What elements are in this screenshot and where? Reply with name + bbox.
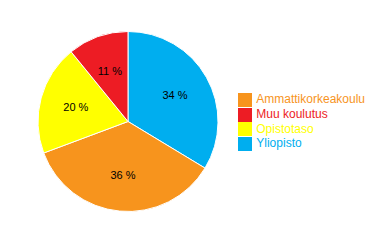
svg-text:36 %: 36 % xyxy=(110,169,135,181)
html-text:Ammattikorkeakoulu: Ammattikorkeakoulu xyxy=(256,91,365,106)
svg-text:11 %: 11 % xyxy=(98,65,122,77)
html-text:Muu koulutus: Muu koulutus xyxy=(256,106,328,121)
svg-text:20 %: 20 % xyxy=(63,101,88,113)
svg-text:34 %: 34 % xyxy=(163,89,188,101)
html-text:Yliopisto: Yliopisto xyxy=(256,136,302,151)
html-text:Opistotaso: Opistotaso xyxy=(256,121,314,136)
